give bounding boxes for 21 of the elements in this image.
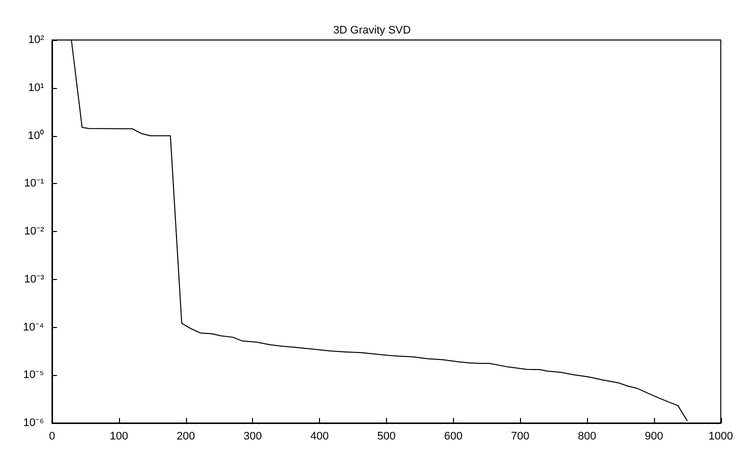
x-tick-label: 500 xyxy=(377,430,396,442)
x-tick-label: 100 xyxy=(110,430,128,442)
chart-title: 3D Gravity SVD xyxy=(333,24,411,36)
x-tick-label: 700 xyxy=(510,430,530,442)
y-tick-label: 10¹ xyxy=(28,82,44,94)
y-tick-label: 10⁻³ xyxy=(24,273,44,286)
x-tick-label: 900 xyxy=(644,430,664,442)
x-tick-label: 0 xyxy=(48,430,56,442)
x-tick-label: 400 xyxy=(310,430,329,442)
y-tick-label: 10⁻⁵ xyxy=(23,369,44,382)
x-tick-label: 200 xyxy=(176,430,195,442)
x-tick-label: 600 xyxy=(444,430,462,442)
x-tick-label: 1000 xyxy=(708,430,734,442)
x-tick-label: 800 xyxy=(578,430,596,442)
y-tick-label: 10⁻¹ xyxy=(24,178,44,190)
y-tick-label: 10⁻² xyxy=(24,226,44,238)
y-tick-label: 10⁻⁴ xyxy=(23,321,44,334)
y-tick-label: 10² xyxy=(28,34,44,46)
y-tick-label: 10⁰ xyxy=(28,128,44,142)
y-tick-label: 10⁻⁶ xyxy=(23,417,44,429)
x-tick-label: 300 xyxy=(243,430,262,442)
